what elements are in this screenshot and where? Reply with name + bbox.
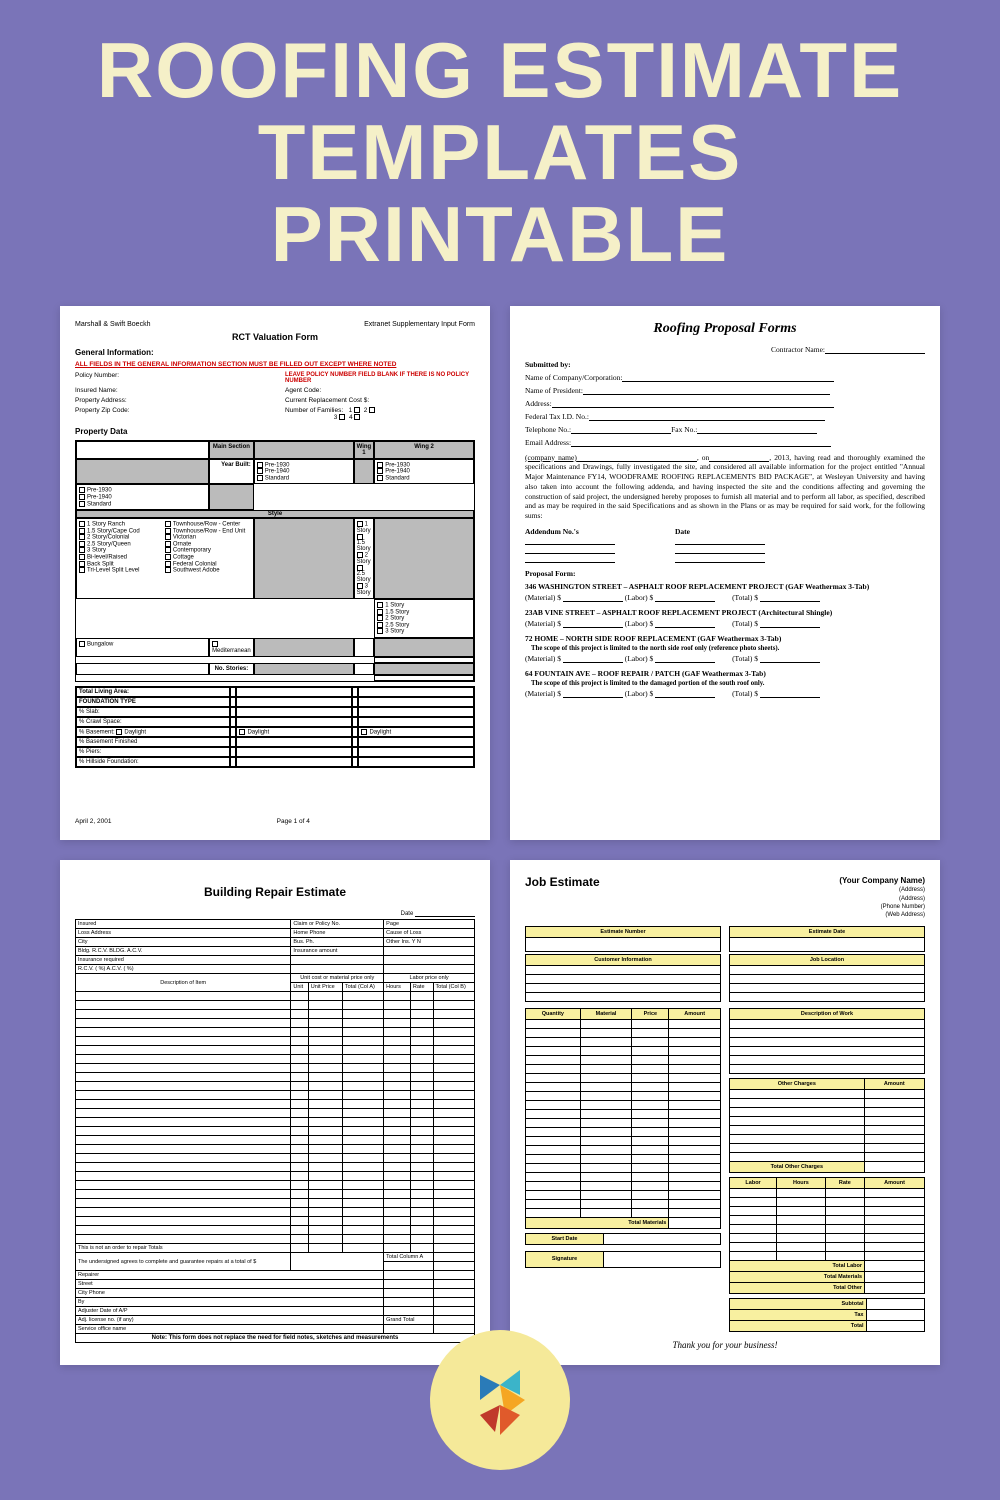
prop-title: Roofing Proposal Forms [525,321,925,337]
rct-page: Page 1 of 4 [277,818,310,825]
rct-warn2: LEAVE POLICY NUMBER FIELD BLANK IF THERE… [285,372,475,384]
rct-cost: Current Replacement Cost $: [285,397,475,404]
rct-fam: Number of Families: 1 2 3 4 [285,407,475,421]
rct-ws-w2: 1 Story1.5 Story2 Story2.5 Story3 Story [374,599,474,638]
rct-style-h: Style [76,510,474,518]
rct-med: Mediterranean [209,638,254,657]
repair-card: Building Repair Estimate Date InsuredCla… [60,860,490,1365]
rct-h-main: Main Section [209,441,254,459]
prop-fax: Fax No.: [671,425,697,434]
prop-submitted: Submitted by: [525,360,925,369]
repair-table: InsuredClaim or Policy No.PageLoss Addre… [75,919,475,1343]
job-columns: Estimate Number Customer Information Qua… [525,926,925,1332]
rct-footer: April 2, 2001 Page 1 of 4 [75,818,475,825]
rct-card: Marshall & Swift Boeckh Extranet Supplem… [60,306,490,840]
job-left: Estimate Number Customer Information Qua… [525,926,721,1332]
rct-title: RCT Valuation Form [75,332,475,342]
prop-addendum: Addendum No.'s Date [525,527,925,563]
rct-addr: Property Address: [75,397,265,404]
job-right: Estimate Date Job Location Description o… [729,926,925,1332]
rct-table: Main Section Wing 1Wing 2 Year Built: Pre… [75,440,475,682]
proposal-card: Roofing Proposal Forms Contractor Name: … [510,306,940,840]
prop-contractor: Contractor Name: [771,345,825,354]
rct-no-stories: No. Stories: [209,663,254,675]
rct-styles-main: 1 Story Ranch1.5 Story/Cape Cod2 Story/C… [76,518,254,599]
prop-body: Contractor Name: Submitted by: Name of C… [525,345,925,698]
rct-yb-main: Pre-1930Pre-1940Standard [254,459,354,485]
rct-agent: Agent Code: [285,387,475,394]
template-grid: Marshall & Swift Boeckh Extranet Supplem… [0,286,1000,1385]
rct-foundation: Total Living Area: FOUNDATION TYPE % Sla… [75,686,475,769]
rct-insured: Insured Name: [75,387,265,394]
prop-tel: Telephone No.: [525,425,571,434]
job-thanks: Thank you for your business! [525,1340,925,1350]
rct-yb-w1: Pre-1930Pre-1940Standard [76,484,209,510]
rct-yb-w2: Pre-1930Pre-1940Standard [374,459,474,485]
rct-h-w2: Wing 2 [374,441,474,459]
job-title: Job Estimate [525,875,600,920]
rct-left: Marshall & Swift Boeckh [75,321,150,328]
job-card: Job Estimate (Your Company Name) (Addres… [510,860,940,1365]
prop-fields: Name of Company/Corporation:Name of Pres… [525,373,925,421]
pinwheel-icon [465,1360,535,1440]
rct-header: Marshall & Swift Boeckh Extranet Supplem… [75,321,475,328]
rct-policy: Policy Number: [75,372,265,384]
job-header: Job Estimate (Your Company Name) (Addres… [525,875,925,920]
repair-title: Building Repair Estimate [75,885,475,899]
logo-badge [430,1330,570,1470]
rct-year-built: Year Built: [209,459,254,485]
rct-bungalow: Bungalow [76,638,209,657]
rct-warn: ALL FIELDS IN THE GENERAL INFORMATION SE… [75,361,475,368]
rct-h-w1: Wing 1 [354,441,375,459]
repair-date: Date [401,911,414,917]
rct-gen-info: General Information: [75,348,475,357]
rct-date: April 2, 2001 [75,818,112,825]
job-company: (Your Company Name) (Address)(Address)(P… [839,875,925,920]
rct-prop-data: Property Data [75,427,475,436]
rct-ws-w1: 1 Story1.5 Story2 Story2.5 Story3 Story [354,518,375,599]
prop-projects: 346 WASHINGTON STREET – ASPHALT ROOF REP… [525,582,925,698]
prop-form-h: Proposal Form: [525,569,925,578]
rct-right: Extranet Supplementary Input Form [364,321,475,328]
rct-zip: Property Zip Code: [75,407,265,421]
prop-email: Email Address: [525,438,571,447]
prop-para: (company name), on, 2013, having read an… [525,453,925,521]
page-title: ROOFING ESTIMATE TEMPLATES PRINTABLE [0,0,1000,286]
